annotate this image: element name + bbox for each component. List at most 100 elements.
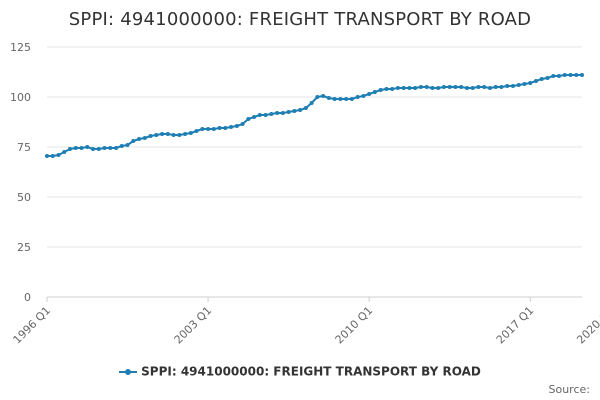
data-point xyxy=(436,86,441,90)
legend[interactable]: SPPI: 4941000000: FREIGHT TRANSPORT BY R… xyxy=(0,364,600,379)
data-point xyxy=(177,133,182,137)
data-point xyxy=(556,74,561,78)
x-axis: 1996 Q1 2003 Q1 2010 Q1 2017 Q1 2020 Q3 xyxy=(11,297,600,346)
data-point xyxy=(102,146,107,150)
data-point xyxy=(430,86,435,90)
data-point xyxy=(551,74,556,78)
data-point xyxy=(131,139,136,143)
data-point xyxy=(516,83,521,87)
data-point xyxy=(68,147,73,151)
data-point xyxy=(91,147,96,151)
data-point xyxy=(315,95,320,99)
y-axis: 0 25 50 75 100 125 xyxy=(10,41,31,304)
data-point xyxy=(154,133,159,137)
x-tick-label: 2010 Q1 xyxy=(333,304,376,347)
data-point xyxy=(361,94,366,98)
data-point xyxy=(96,147,101,151)
data-point xyxy=(545,76,550,80)
data-point xyxy=(568,73,573,77)
data-point xyxy=(321,94,326,98)
data-point xyxy=(275,111,280,115)
data-point xyxy=(384,87,389,91)
data-point xyxy=(539,77,544,81)
x-tick-label: 1996 Q1 xyxy=(11,304,54,347)
data-point xyxy=(395,86,400,90)
data-point xyxy=(349,97,354,101)
data-point xyxy=(407,86,412,90)
data-point xyxy=(470,86,475,90)
data-point xyxy=(171,133,176,137)
x-tick-label: 2003 Q1 xyxy=(172,304,215,347)
data-point xyxy=(240,122,245,126)
data-point xyxy=(114,146,119,150)
data-point xyxy=(372,90,377,94)
data-point xyxy=(338,97,343,101)
data-point xyxy=(505,84,510,88)
data-point xyxy=(160,132,165,136)
data-point xyxy=(200,127,205,131)
y-tick-label: 125 xyxy=(10,41,31,54)
data-point xyxy=(85,145,90,149)
data-point xyxy=(125,143,130,147)
data-point xyxy=(298,108,303,112)
legend-line-marker-icon xyxy=(119,367,138,377)
data-point xyxy=(367,92,372,96)
data-point xyxy=(234,124,239,128)
grid-lines xyxy=(47,46,582,298)
data-point xyxy=(229,125,234,129)
data-point xyxy=(355,95,360,99)
data-point xyxy=(252,115,257,119)
data-point xyxy=(137,137,142,141)
data-point xyxy=(482,85,487,89)
data-point xyxy=(45,154,49,158)
data-point xyxy=(533,79,538,83)
data-point xyxy=(206,127,211,131)
data-point xyxy=(223,126,228,130)
data-point xyxy=(263,113,268,117)
data-point xyxy=(459,85,464,89)
data-point xyxy=(309,101,314,105)
x-tick-label: 2020 Q3 xyxy=(574,304,600,347)
data-point xyxy=(418,85,423,89)
source-label: Source: xyxy=(548,383,591,396)
data-point xyxy=(326,96,331,100)
y-tick-label: 100 xyxy=(10,91,31,104)
data-point xyxy=(447,85,452,89)
data-point xyxy=(62,150,67,154)
data-point xyxy=(332,97,337,101)
chart-title: SPPI: 4941000000: FREIGHT TRANSPORT BY R… xyxy=(68,9,532,30)
data-point xyxy=(487,86,492,90)
data-point xyxy=(574,73,579,77)
data-point xyxy=(344,97,349,101)
data-point xyxy=(50,154,55,158)
y-tick-label: 75 xyxy=(17,141,31,154)
data-point xyxy=(108,146,113,150)
data-point xyxy=(280,111,285,115)
y-tick-label: 25 xyxy=(17,241,31,254)
data-point xyxy=(165,132,170,136)
data-point xyxy=(562,73,567,77)
series-line xyxy=(47,74,582,157)
data-point xyxy=(303,106,308,110)
data-point xyxy=(424,85,429,89)
data-point xyxy=(378,88,383,92)
data-point xyxy=(73,146,78,150)
data-point xyxy=(510,84,515,88)
data-point xyxy=(464,86,469,90)
data-point xyxy=(217,126,222,130)
data-point xyxy=(79,146,84,150)
data-point xyxy=(401,86,406,90)
y-tick-label: 0 xyxy=(24,291,31,304)
data-point xyxy=(269,112,274,116)
data-point xyxy=(453,85,458,89)
data-point xyxy=(390,87,395,91)
data-point xyxy=(119,144,124,148)
data-point xyxy=(580,73,584,77)
data-point xyxy=(188,131,193,135)
legend-label: SPPI: 4941000000: FREIGHT TRANSPORT BY R… xyxy=(141,364,481,379)
data-point xyxy=(286,110,291,114)
data-point xyxy=(476,85,481,89)
data-point xyxy=(211,127,216,131)
x-tick-label: 2017 Q1 xyxy=(494,304,537,347)
data-point xyxy=(292,109,297,113)
